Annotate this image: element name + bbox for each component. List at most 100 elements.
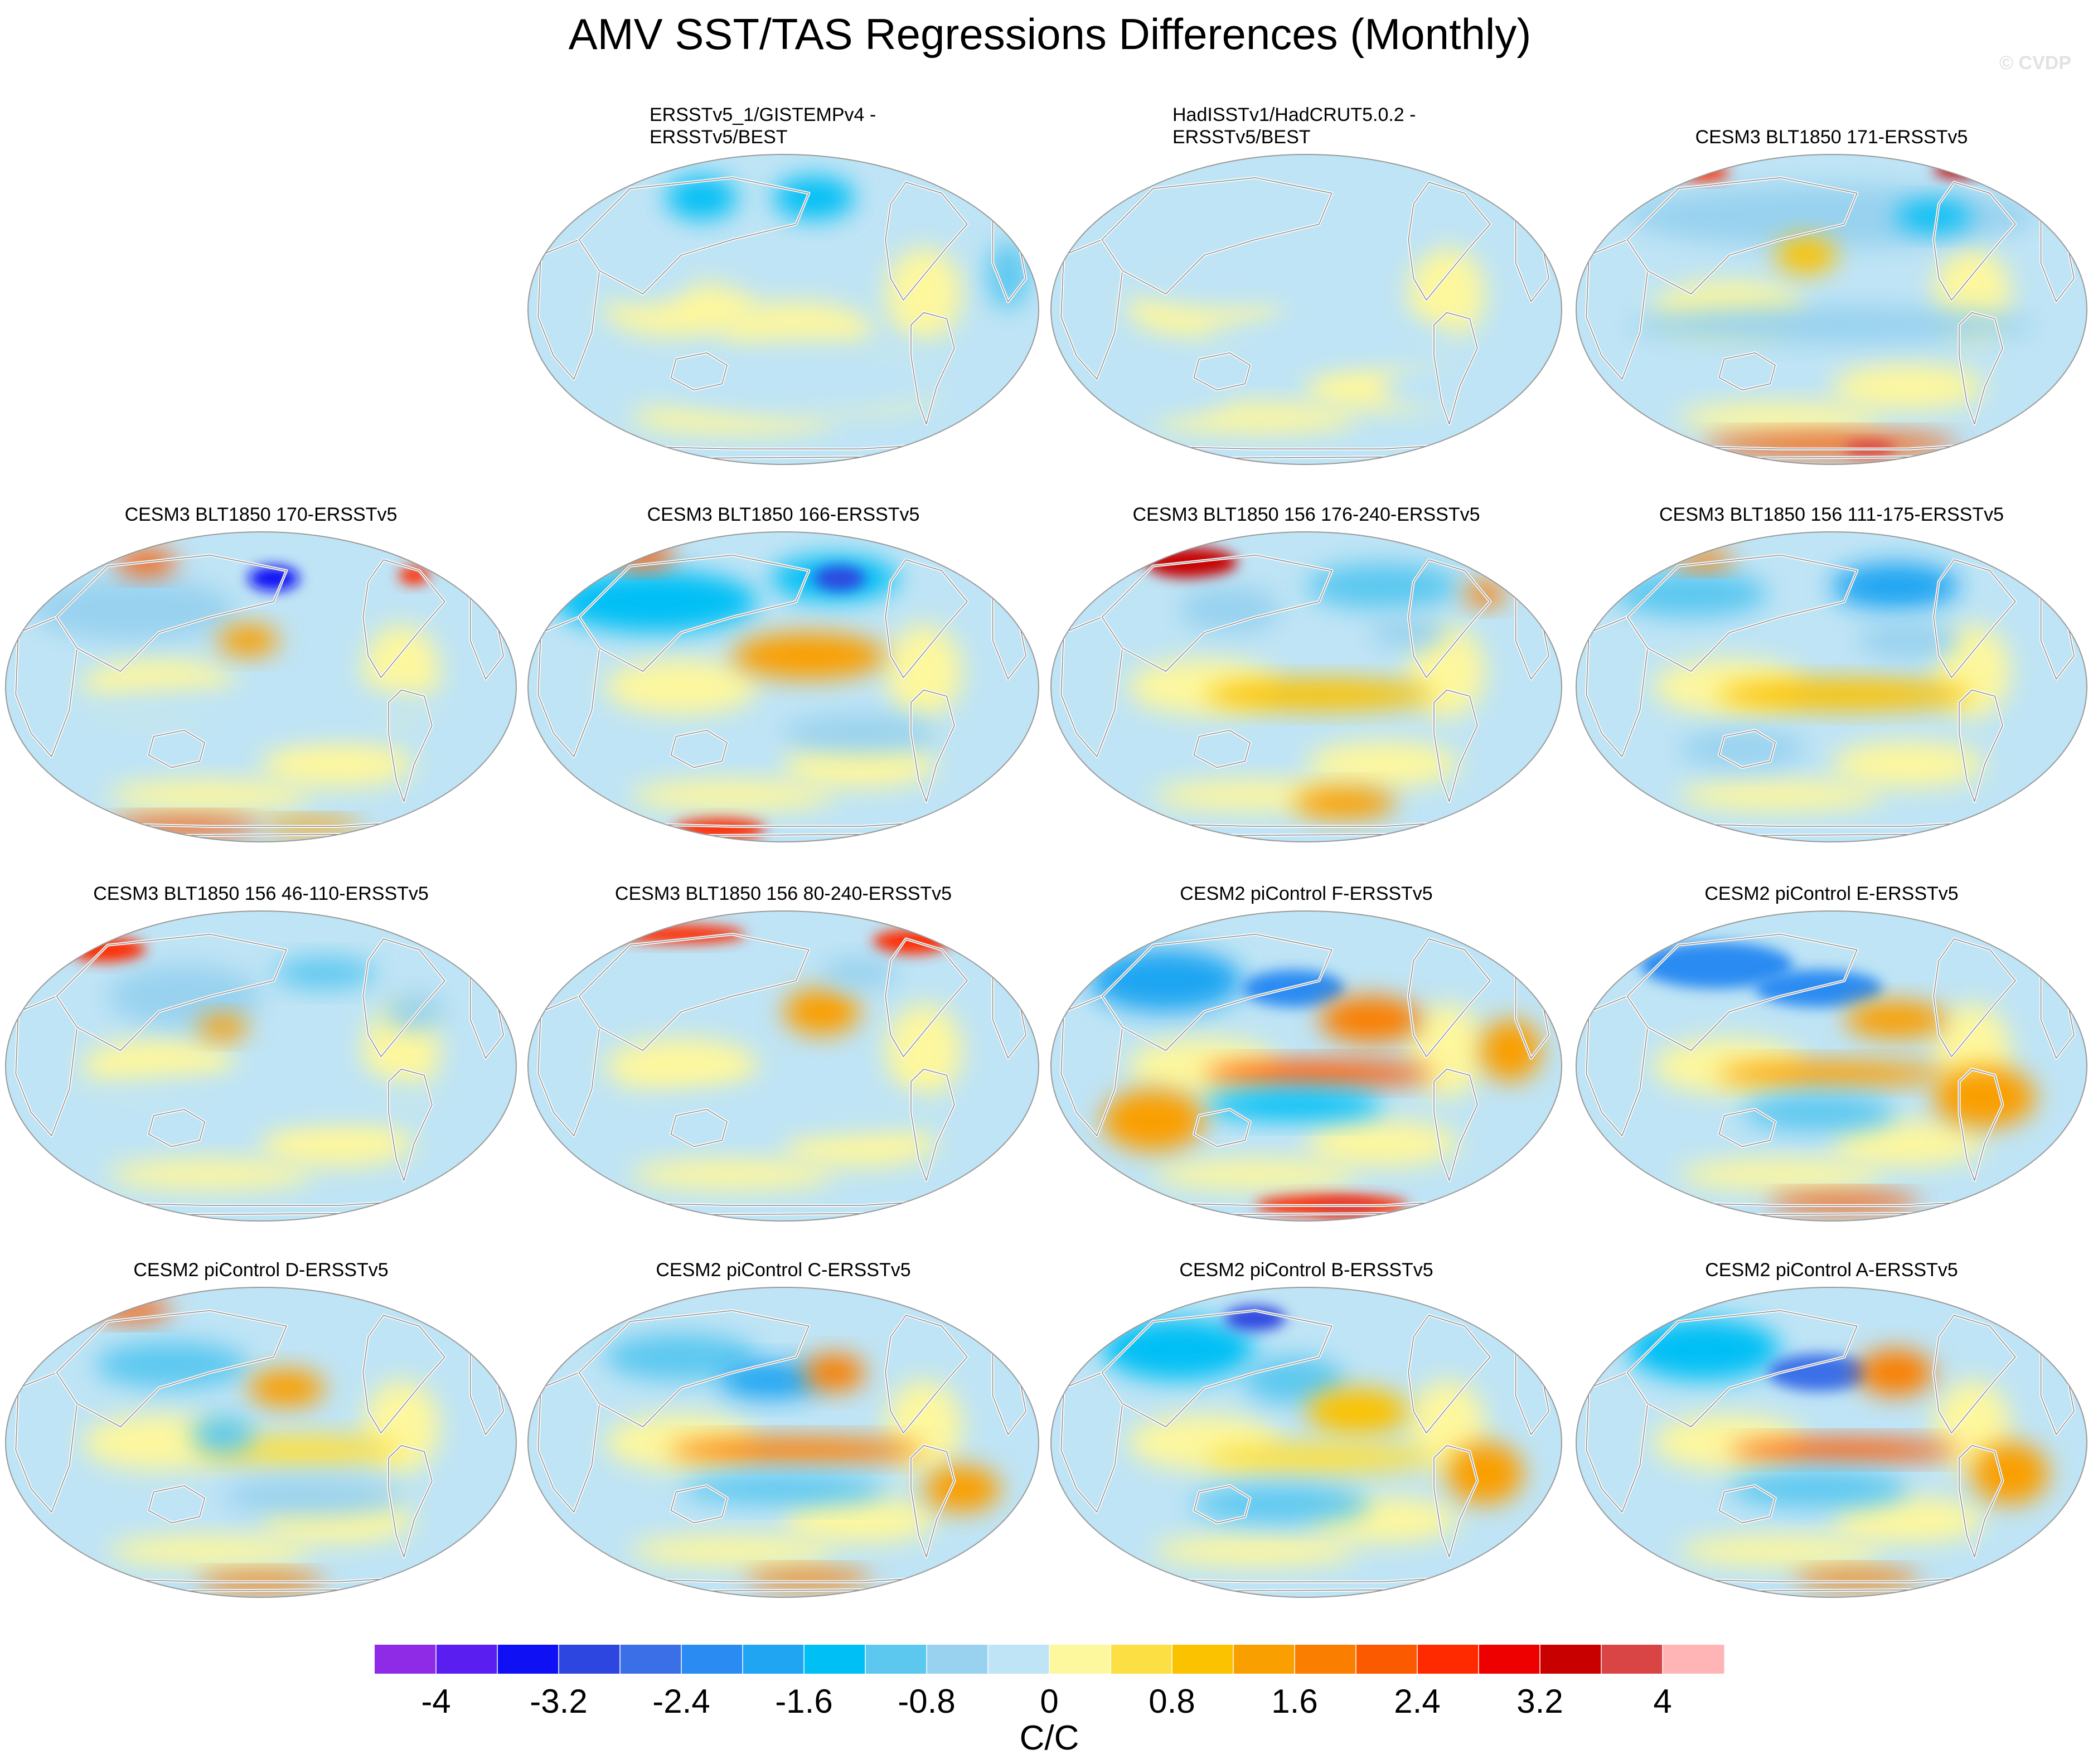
coastline-shadow [670,1109,728,1147]
map-anomaly-blob [82,1073,440,1121]
map-anomaly-patch [885,247,962,341]
panel-title: CESM3 BLT1850 156 176-240-ERSSTv5 [1132,504,1480,525]
coastline-shadow [1933,559,2016,679]
map-panel: CESM3 BLT1850 171-ERSSTv5 [1576,127,2087,465]
map-anomaly-patch [630,779,835,811]
map-anomaly-patch [1153,402,1358,434]
colorbar-swatch [1540,1645,1602,1674]
coastline-shadow [388,689,433,802]
map-anomaly-blob [1934,1066,2036,1128]
map-anomaly-blob [783,715,937,752]
coastline-shadow [885,559,968,679]
coastline-shadow [910,1445,955,1558]
coastline-shadow [1101,554,1333,672]
panel-title: CESM3 BLT1850 156 111-175-ERSSTv5 [1659,504,2004,525]
coastline-shadow [1959,689,2003,802]
colorbar-swatch [620,1645,682,1674]
coastline-shadow [910,312,955,425]
map-anomaly-blob [1678,730,1806,768]
map-anomaly-blob [1127,247,1332,309]
colorbar-tick-label: 3.2 [1516,1683,1563,1720]
map-anomaly-blob [821,957,899,988]
map-anomaly-blob [1716,679,1972,710]
colorbar-swatches [375,1645,1724,1674]
map-anomaly-patch [885,1380,962,1474]
coastline-shadow [1433,1068,1478,1181]
coastline-shadow [388,1445,433,1558]
map-border [527,154,1039,465]
map-anomaly-blob [1844,1001,1947,1038]
map-anomaly-blob [1729,1470,1908,1508]
map-anomaly-blob [630,1089,937,1136]
map-border [527,1287,1039,1598]
coastline-shadow [148,1485,205,1524]
panel-title: CESM3 BLT1850 156 80-240-ERSSTv5 [615,883,952,904]
map-anomaly-blob [604,965,758,1012]
map-anomaly-patch [108,779,312,811]
coastline-shadow [1933,938,2016,1058]
map-anomaly-patch [1678,779,1883,811]
map-anomaly-blob [773,176,855,220]
map-anomaly-patch [630,1535,835,1567]
map-panel: CESM2 piControl B-ERSSTv5 [1050,1259,1562,1598]
colorbar-swatch [497,1645,559,1674]
map-anomaly-patch [261,741,414,788]
map-anomaly-patch [1831,741,1985,788]
map-anomaly-patch [630,1159,835,1190]
colorbar-tick-labels: -4 -3.2 -2.4 -1.6 -0.8 0 0.8 1.6 2.4 3.2 4 [421,1683,1671,1720]
map-anomaly-blob [1089,949,1243,1012]
coastline-shadow [1718,1109,1776,1147]
map-border [5,910,517,1222]
coastline-shadow [1626,1310,1858,1427]
coastline-shadow [1433,312,1478,425]
coastline-shadow [56,1310,287,1427]
map-anomaly-blob [681,1473,886,1505]
map-anomaly-blob [1319,996,1422,1043]
map-anomaly-blob [1627,306,2036,344]
map-anomaly-blob [399,566,430,585]
map-anomaly-patch [885,1004,962,1097]
coastline-shadow [578,177,810,294]
map-panel: CESM2 piControl E-ERSSTv5 [1576,883,2087,1222]
coastline-shadow [1193,352,1251,391]
colorbar-swatch [865,1645,927,1674]
map-panel: CESM2 piControl D-ERSSTv5 [5,1259,517,1598]
map-anomaly-blob [1857,622,1959,659]
map-border [1050,910,1562,1222]
map-border [1576,1287,2087,1598]
map-anomaly-patch [783,1496,937,1543]
coastline-shadow [670,352,728,391]
map-anomaly-patch [604,1038,758,1094]
map-anomaly-blob [1627,185,2036,248]
map-panel: CESM3 BLT1850 156 46-110-ERSSTv5 [5,883,517,1222]
coastline-shadow [1718,1485,1776,1524]
panel-title: ERSSTv5_1/GISTEMPv4 - [650,104,876,125]
map-anomaly-patch [604,658,758,715]
map-anomaly-blob [1204,1089,1383,1121]
panel-title: HadISSTv1/HadCRUT5.0.2 - [1172,104,1416,125]
figure-title: AMV SST/TAS Regressions Differences (Mon… [569,9,1532,59]
map-anomaly-blob [719,1361,822,1399]
coastline-shadow [578,554,810,672]
map-anomaly-blob [1370,617,1447,648]
map-anomaly-blob [1755,970,1883,1007]
coastline-shadow [1959,1068,2003,1181]
coastline-shadow [1408,1315,1491,1434]
coastline-shadow [56,933,287,1051]
coastline-shadow [1433,689,1478,802]
map-anomaly-blob [656,340,962,418]
map-panel: ERSSTv5_1/GISTEMPv4 -ERSSTv5/BEST [527,104,1039,465]
map-anomaly-blob [1716,1061,1947,1087]
map-anomaly-blob [56,687,466,734]
map-border [527,531,1039,842]
colorbar-swatch [1601,1645,1663,1674]
coastline-shadow [885,938,968,1058]
map-anomaly-patch [261,1120,414,1167]
map-border [527,910,1039,1222]
coastline-shadow [578,1310,810,1427]
map-anomaly-blob [248,566,299,591]
map-anomaly-blob [1614,570,1768,617]
map-anomaly-blob [1102,1089,1204,1151]
map-border [1050,531,1562,842]
coastline-shadow [56,554,287,672]
